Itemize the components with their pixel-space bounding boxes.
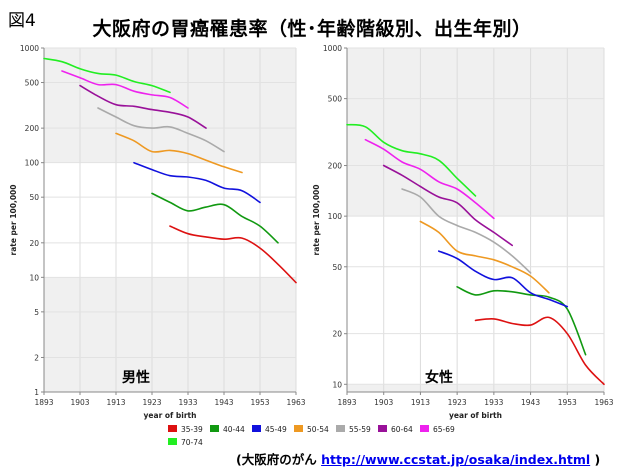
y-tick-label: 200 xyxy=(328,162,343,171)
x-tick-label: 1943 xyxy=(521,398,540,407)
footer-prefix: (大阪府のがん xyxy=(236,452,322,467)
panel-label: 女性 xyxy=(425,369,453,386)
series-line-40-44 xyxy=(456,286,587,356)
y-axis-title: rate per 100,000 xyxy=(312,185,321,256)
panel-label: 男性 xyxy=(122,369,150,386)
chart-panel-female: 10 20 50 100 200 500 1000 1893 1903 1913 1923 1933 1… xyxy=(312,44,614,420)
y-axis-title: rate per 100,000 xyxy=(9,185,18,256)
series-line-35-39 xyxy=(474,316,605,386)
plot-band xyxy=(347,48,604,217)
source-link[interactable]: http://www.ccstat.jp/osaka/index.html xyxy=(321,452,591,467)
series-line-60-64 xyxy=(382,164,513,247)
legend-swatch xyxy=(378,425,387,432)
x-tick-label: 1953 xyxy=(558,398,577,407)
source-footer: (大阪府のがん http://www.ccstat.jp/osaka/index… xyxy=(236,449,600,468)
x-tick-label: 1933 xyxy=(484,398,503,407)
x-tick-label: 1893 xyxy=(34,398,53,407)
y-tick-label: 500 xyxy=(328,95,343,104)
x-tick-label: 1953 xyxy=(250,398,269,407)
series-line-45-49 xyxy=(133,161,261,204)
chart-title: 大阪府の胃癌罹患率（性･年齢階級別、出生年別） xyxy=(92,18,532,40)
legend-swatch xyxy=(210,425,219,432)
series-line-65-69 xyxy=(364,138,495,220)
x-tick-label: 1913 xyxy=(106,398,125,407)
legend-swatch xyxy=(252,425,261,432)
figure-label: 図4 xyxy=(8,11,36,31)
x-tick-label: 1933 xyxy=(178,398,197,407)
plot-band xyxy=(44,277,296,392)
y-tick-label: 50 xyxy=(332,263,342,272)
y-tick-label: 10 xyxy=(332,380,342,389)
x-tick-label: 1963 xyxy=(286,398,305,407)
legend-label: 50-54 xyxy=(307,425,329,434)
legend-label: 70-74 xyxy=(181,438,203,447)
legend-label: 65-69 xyxy=(433,425,455,434)
series-line-55-59 xyxy=(97,107,225,153)
chart-panel-male: 1 2 5 10 20 50 100 200 500 1000 1893 1903 1913 1923 19… xyxy=(9,44,306,420)
x-tick-label: 1923 xyxy=(142,398,161,407)
series-line-35-39 xyxy=(169,225,297,284)
footer-suffix: ) xyxy=(590,452,601,467)
legend-swatch xyxy=(420,425,429,432)
x-tick-label: 1943 xyxy=(214,398,233,407)
x-tick-label: 1903 xyxy=(70,398,89,407)
legend-label: 40-44 xyxy=(223,425,245,434)
y-tick-label: 100 xyxy=(25,159,40,168)
y-tick-label: 1 xyxy=(34,388,39,397)
y-tick-label: 500 xyxy=(25,79,40,88)
x-tick-label: 1963 xyxy=(594,398,613,407)
legend-swatch xyxy=(336,425,345,432)
series-line-45-49 xyxy=(438,250,569,308)
legend-swatch xyxy=(168,425,177,432)
legend-label: 55-59 xyxy=(349,425,371,434)
y-tick-label: 100 xyxy=(328,212,343,221)
series-line-55-59 xyxy=(401,188,532,274)
series-line-65-69 xyxy=(61,70,189,109)
y-tick-label: 1000 xyxy=(20,44,39,53)
legend-swatch xyxy=(294,425,303,432)
y-tick-label: 5 xyxy=(34,308,39,317)
x-axis-title: year of birth xyxy=(144,411,197,420)
series-line-50-54 xyxy=(115,132,243,174)
plot-band xyxy=(347,216,604,385)
series-line-70-74 xyxy=(43,57,171,94)
plot-band xyxy=(347,384,604,392)
legend-label: 35-39 xyxy=(181,425,203,434)
y-tick-label: 1000 xyxy=(323,44,342,53)
series-line-60-64 xyxy=(79,84,207,129)
y-tick-label: 200 xyxy=(25,124,40,133)
y-tick-label: 20 xyxy=(332,330,342,339)
legend-label: 45-49 xyxy=(265,425,287,434)
x-tick-label: 1893 xyxy=(337,398,356,407)
series-line-70-74 xyxy=(346,123,477,197)
plot-band xyxy=(44,162,296,278)
plot-band xyxy=(44,48,296,163)
legend-label: 60-64 xyxy=(391,425,413,434)
series-line-40-44 xyxy=(151,192,279,244)
x-tick-label: 1903 xyxy=(374,398,393,407)
y-tick-label: 2 xyxy=(34,353,39,362)
y-tick-label: 10 xyxy=(29,273,39,282)
x-tick-label: 1923 xyxy=(448,398,467,407)
y-tick-label: 20 xyxy=(29,239,39,248)
series-line-50-54 xyxy=(419,220,550,294)
y-tick-label: 50 xyxy=(29,193,39,202)
legend-swatch xyxy=(168,438,177,445)
legend: 35-39 40-44 45-49 50-54 55-59 60-64 65-69 70-74 xyxy=(168,425,455,447)
x-axis-title: year of birth xyxy=(449,411,502,420)
x-tick-label: 1913 xyxy=(411,398,430,407)
